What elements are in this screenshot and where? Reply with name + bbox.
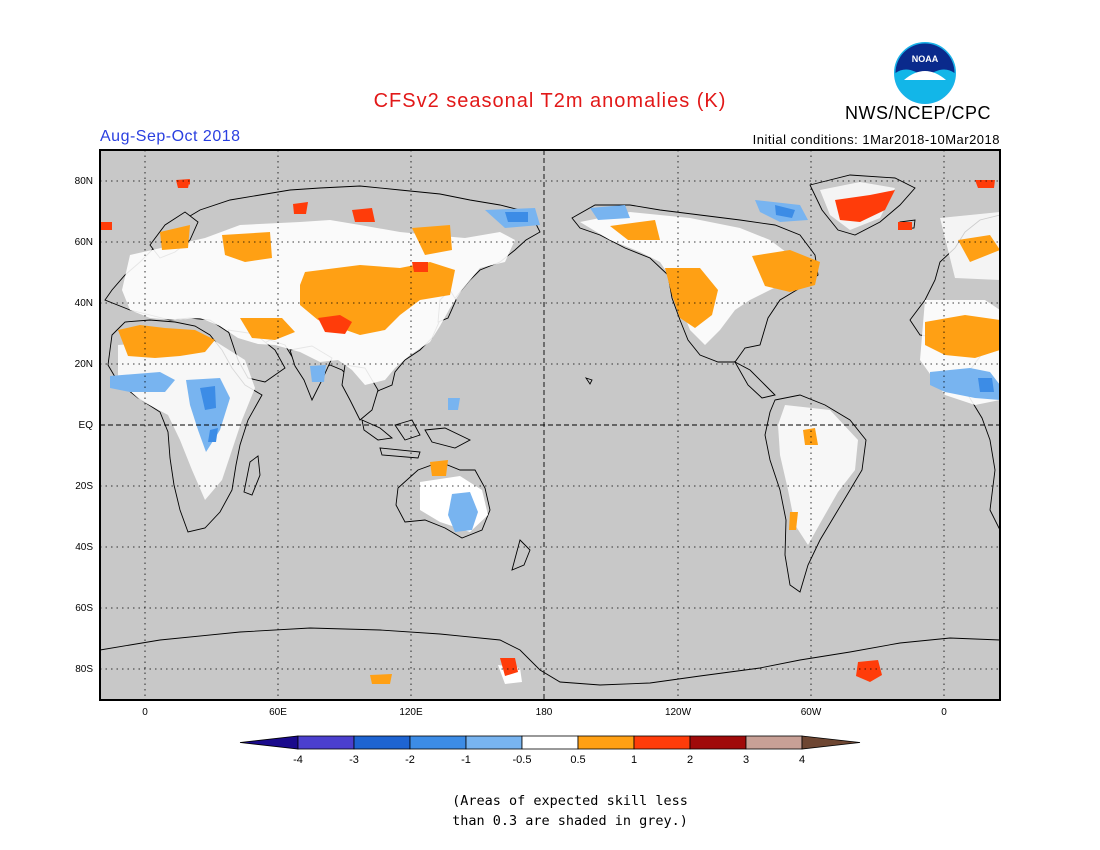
color-scale-tick-label: 0.5 — [570, 754, 585, 766]
color-scale-box — [521, 735, 579, 750]
forecast-period: Aug-Sep-Oct 2018 — [100, 128, 241, 145]
reference-lines — [100, 150, 1000, 700]
color-scale-box — [577, 735, 635, 750]
lat-label-eq: EQ — [79, 420, 94, 431]
lon-label-0: 0 — [142, 707, 148, 718]
latitude-labels: 80N 60N 40N 20N EQ 20S 40S 60S 80S — [75, 176, 94, 675]
lat-label-40s: 40S — [75, 542, 93, 553]
lat-label-60s: 60S — [75, 603, 93, 614]
longitude-labels: 0 60E 120E 180 120W 60W 0 — [142, 707, 947, 718]
color-scale-tick-label: 3 — [743, 754, 749, 766]
color-scale-box — [633, 735, 691, 750]
color-scale-tick-label: -4 — [293, 754, 303, 766]
color-scale-box — [353, 735, 411, 750]
noaa-logo-text: NOAA — [912, 54, 939, 64]
color-scale-box — [745, 735, 803, 750]
warm-1-2-patches — [100, 179, 995, 682]
lon-label-120w: 120W — [665, 707, 692, 718]
color-scale-box — [465, 735, 523, 750]
color-scale-box — [689, 735, 747, 750]
skill-footnote: (Areas of expected skill less than 0.3 a… — [350, 791, 790, 831]
madagascar-landmass — [243, 455, 261, 496]
color-scale-tick-label: -3 — [349, 754, 359, 766]
color-scale-box — [297, 735, 355, 750]
lat-label-40n: 40N — [75, 298, 93, 309]
lat-label-20n: 20N — [75, 359, 93, 370]
lon-label-60w: 60W — [801, 707, 822, 718]
noaa-logo: NOAA — [894, 42, 956, 104]
color-scale-labels: -4 -3 -2 -1 -0.5 0.5 1 2 3 4 — [293, 754, 805, 766]
lat-label-60n: 60N — [75, 237, 93, 248]
lat-label-80s: 80S — [75, 664, 93, 675]
lon-label-0-east: 0 — [941, 707, 947, 718]
color-scale-tick-label: -1 — [461, 754, 471, 766]
cool-1-2-patches — [200, 205, 994, 442]
color-scale-tick-label: 2 — [687, 754, 693, 766]
color-scale-boxes — [239, 735, 861, 750]
central-america-landmass — [733, 360, 776, 399]
color-scale-lower-arrow — [239, 735, 299, 750]
map-frame — [99, 149, 1001, 701]
anomaly-patches — [100, 179, 1000, 684]
color-scale-tick-label: 4 — [799, 754, 805, 766]
color-scale-legend: -4 -3 -2 -1 -0.5 0.5 1 2 3 4 — [239, 735, 861, 766]
color-scale-tick-label: -2 — [405, 754, 415, 766]
antarctica-landmass — [100, 627, 1000, 700]
indonesia-islands — [361, 419, 471, 459]
footnote-line-1: (Areas of expected skill less — [452, 793, 688, 809]
lon-label-120e: 120E — [399, 707, 423, 718]
color-scale-tick-label: 1 — [631, 754, 637, 766]
hawaii-islands — [584, 377, 593, 385]
color-scale-tick-label: -0.5 — [513, 754, 532, 766]
organization-label: NWS/NCEP/CPC — [845, 103, 992, 123]
color-scale-box — [409, 735, 467, 750]
new-zealand-landmass — [511, 539, 531, 571]
lat-label-20s: 20S — [75, 481, 93, 492]
lat-label-80n: 80N — [75, 176, 93, 187]
color-scale-upper-arrow — [801, 735, 861, 750]
footnote-line-2: than 0.3 are shaded in grey.) — [452, 813, 688, 829]
map-title: CFSv2 seasonal T2m anomalies (K) — [373, 90, 727, 112]
lon-label-180: 180 — [536, 707, 553, 718]
lon-label-60e: 60E — [269, 707, 287, 718]
initial-conditions: Initial conditions: 1Mar2018-10Mar2018 — [752, 132, 1000, 147]
